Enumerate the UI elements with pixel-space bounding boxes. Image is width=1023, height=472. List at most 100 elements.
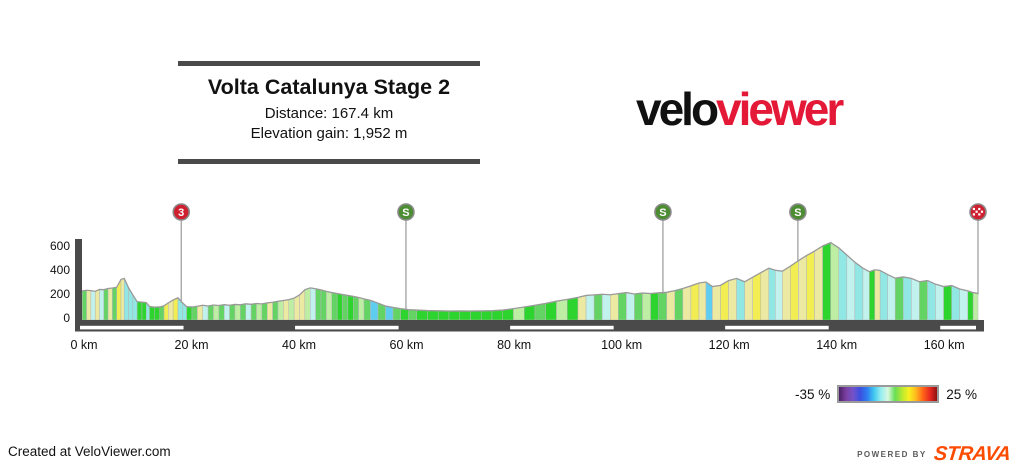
profile-slice [728, 278, 737, 321]
profile-slice [650, 292, 659, 321]
x-tick-label: 120 km [709, 338, 750, 352]
gradient-legend-bar [837, 385, 940, 403]
profile-slice [601, 293, 611, 321]
profile-slice [814, 245, 823, 321]
profile-slice [250, 303, 257, 321]
gradient-legend: -35 % 25 % [795, 385, 977, 403]
profile-slice [408, 309, 417, 321]
profile-slice [347, 295, 354, 321]
powered-by-strava: POWERED BY STRAVA [857, 443, 1011, 466]
profile-slice [107, 287, 113, 321]
x-tick-label: 100 km [601, 338, 642, 352]
sprint-marker-label: S [659, 207, 666, 219]
profile-slice [768, 267, 776, 321]
profile-slice [903, 276, 912, 321]
profile-slice [213, 304, 220, 321]
profile-slice [331, 292, 338, 321]
profile-slice [959, 288, 969, 321]
profile-slice [566, 297, 579, 321]
distance-label: Distance: 167.4 km [264, 105, 394, 122]
profile-slice [218, 304, 225, 321]
profile-slice [304, 287, 311, 321]
profile-slice [927, 280, 936, 321]
x-tick-label: 20 km [175, 338, 209, 352]
y-tick-label: 0 [63, 311, 70, 325]
profile-slice [437, 310, 450, 321]
profile-slice [266, 302, 273, 321]
profile-slice [806, 250, 815, 321]
profile-slice [459, 310, 471, 321]
y-tick-label: 600 [50, 239, 70, 253]
profile-slice [690, 282, 700, 321]
profile-slice [830, 242, 840, 321]
profile-slice [123, 278, 129, 321]
profile-slice [427, 310, 439, 321]
profile-slice [972, 292, 979, 321]
y-tick-label: 200 [50, 287, 70, 301]
profile-slice [760, 267, 770, 321]
profile-slice [634, 292, 643, 321]
profile-slice [261, 302, 268, 321]
y-tick-label: 400 [50, 263, 70, 277]
sprint-marker-label: S [402, 207, 409, 219]
profile-slice [919, 280, 928, 321]
title-box: Volta Catalunya Stage 2 Distance: 167.4 … [178, 61, 480, 164]
finish-checker-square [975, 210, 978, 213]
distance-band-stripe [510, 325, 614, 330]
profile-slice [887, 274, 896, 321]
profile-slice [416, 309, 428, 321]
profile-slice [712, 285, 721, 321]
profile-slice [172, 297, 179, 321]
distance-band-stripe [295, 325, 399, 330]
profile-slice [491, 309, 503, 321]
finish-checker-square [978, 207, 981, 211]
profile-slice [698, 281, 707, 321]
profile-slice [911, 278, 920, 321]
x-tick-label: 140 km [816, 338, 857, 352]
finish-checker-square [972, 207, 975, 211]
profile-slice [326, 291, 333, 321]
profile-slice [593, 293, 603, 321]
finish-marker-icon [969, 203, 987, 221]
profile-slice [577, 295, 587, 321]
profile-slice [392, 307, 401, 321]
profile-slice [256, 303, 263, 321]
logo-viewer: viewer [716, 83, 844, 135]
sprint-marker-icon [789, 203, 807, 221]
sprint-marker-icon [654, 203, 672, 221]
profile-slice [480, 310, 493, 321]
legend-min-label: -35 % [795, 386, 831, 402]
profile-slice [99, 289, 105, 321]
profile-slice [682, 285, 692, 321]
profile-slice [879, 270, 888, 321]
profile-slice [862, 267, 870, 321]
profile-slice [207, 304, 214, 321]
finish-checker-square [980, 210, 984, 213]
profile-slice [94, 289, 100, 321]
profile-slice [674, 288, 684, 321]
profile-slice [400, 308, 409, 321]
sprint-marker-icon [397, 203, 415, 221]
profile-slice [943, 285, 952, 321]
x-tick-label: 80 km [497, 338, 531, 352]
profile-slice [112, 286, 117, 321]
profile-slice [120, 278, 125, 321]
distance-band-stripe [725, 325, 829, 330]
profile-slice [283, 299, 290, 321]
profile-slice [744, 276, 753, 321]
profile-slice [358, 297, 365, 321]
profile-slice [277, 300, 284, 321]
profile-slice [223, 304, 230, 321]
profile-outline [77, 241, 979, 312]
profile-slice [385, 305, 394, 321]
x-tick-label: 60 km [390, 338, 424, 352]
distance-band-stripe [80, 325, 184, 330]
stage-profile-chart: 0 200 400 600 0 km 20 km 40 km 60 km 80 km 100 km… [50, 203, 987, 352]
profile-slice [191, 305, 198, 321]
x-tick-label: 40 km [282, 338, 316, 352]
profile-slice [775, 269, 783, 321]
profile-slice [790, 260, 799, 321]
cat3-climb-marker-icon [172, 203, 191, 221]
profile-slice [136, 301, 143, 321]
